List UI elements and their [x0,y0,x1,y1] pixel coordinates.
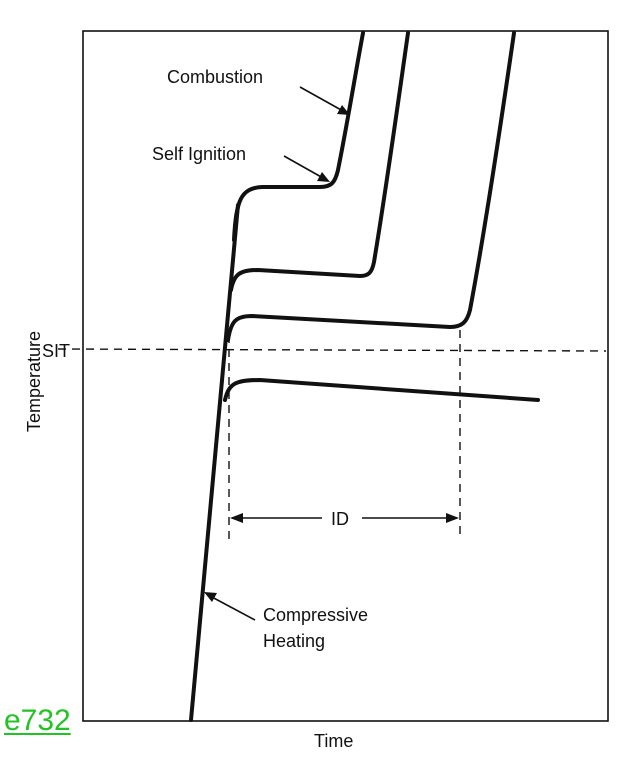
self-ignition-curve [229,31,410,292]
self-ignition-label: Self Ignition [152,144,246,164]
sit-threshold-line [57,348,607,352]
id-arrow-left-head [230,513,243,523]
combustion-curve [232,31,365,242]
combustion-pointer-head [337,105,350,115]
no-ignition-curve [223,378,540,402]
compressive-label-line1: Compressive [263,605,368,625]
self-ignition-pointer-line [283,155,324,179]
compressive-label-line2: Heating [263,631,325,651]
ignition-delay-curve [226,31,516,342]
page-id-link[interactable]: e732 [4,704,71,737]
compressive-heating-curve [189,203,240,722]
combustion-label: Combustion [167,67,263,87]
plot-frame [82,30,609,722]
id-arrow-right-head [446,513,459,523]
y-axis-label: Temperature [24,331,44,432]
id-label: ID [331,509,349,529]
combustion-pointer-line [299,86,344,112]
x-axis-label: Time [314,731,353,751]
sit-label: SIT [42,341,70,361]
compressive-heating-pointer-line [209,595,256,621]
self-ignition-pointer-head [317,172,330,182]
compressive-heating-pointer-head [204,592,217,602]
